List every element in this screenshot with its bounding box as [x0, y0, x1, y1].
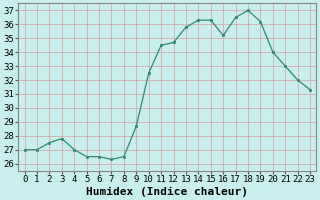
X-axis label: Humidex (Indice chaleur): Humidex (Indice chaleur) — [86, 186, 248, 197]
